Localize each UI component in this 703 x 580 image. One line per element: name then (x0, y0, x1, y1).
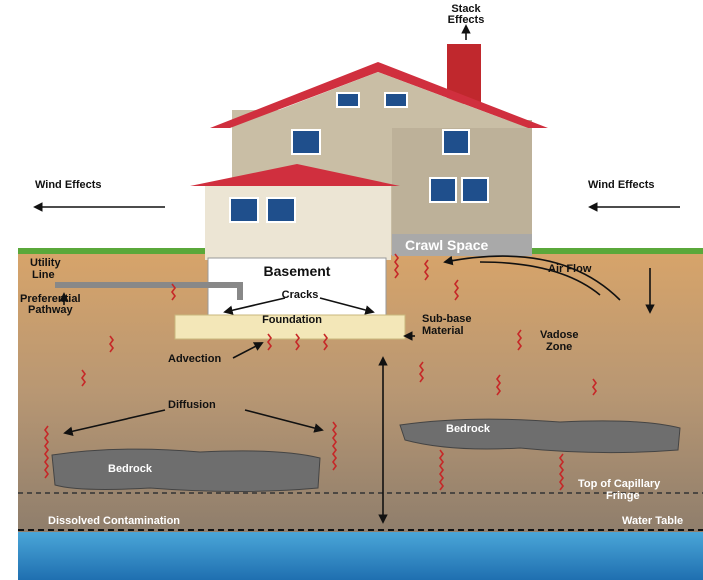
labels: Stack Effects Wind Effects Wind Effects C… (20, 3, 683, 527)
vapor-squiggle (419, 361, 424, 383)
label-line: Pathway (28, 304, 74, 316)
label: Wind Effects (588, 179, 655, 191)
label: Water Table (622, 515, 683, 527)
label: Top of Capillary Fringe (578, 478, 661, 502)
label-line: Fringe (606, 490, 640, 502)
label-line: Preferential (20, 293, 81, 305)
label: Air Flow (548, 263, 592, 275)
label: Preferential Pathway (20, 293, 81, 316)
vapor-squiggle (295, 333, 300, 351)
vapor-squiggle (424, 259, 429, 281)
label: Foundation (262, 314, 322, 326)
vapor-squiggle (267, 333, 272, 351)
label: Dissolved Contamination (48, 515, 180, 527)
label: Stack Effects (448, 3, 485, 26)
bedrock-shapes (51, 418, 681, 492)
vapor-squiggle (496, 374, 501, 396)
label-line: Top of Capillary (578, 478, 661, 490)
vapor-squiggle (323, 333, 328, 351)
label: Utility Line (30, 257, 61, 281)
label: Crawl Space (405, 237, 488, 253)
vapor-squiggle (592, 378, 597, 396)
contaminant-squiggles (44, 253, 597, 491)
vapor-squiggle (517, 329, 522, 351)
label: Advection (168, 353, 221, 365)
vapor-squiggle (109, 335, 114, 353)
vapor-squiggle (81, 369, 86, 387)
label-line: Utility (30, 257, 61, 269)
vapor-squiggle (332, 421, 337, 471)
label: Sub-base Material (422, 313, 472, 337)
label-line: Zone (546, 341, 572, 353)
label: Diffusion (168, 399, 216, 411)
label-line: Line (32, 269, 55, 281)
label-line: Sub-base (422, 313, 472, 325)
vapor-squiggle (439, 449, 444, 491)
label-line: Stack (451, 3, 481, 15)
label: Bedrock (108, 463, 153, 475)
vapor-squiggle (44, 425, 49, 479)
arrows (33, 24, 680, 524)
label-line: Vadose (540, 329, 579, 341)
vapor-squiggle (394, 253, 399, 279)
label: Vadose Zone (540, 329, 579, 353)
vapor-squiggle (171, 283, 176, 301)
vapor-squiggle (559, 453, 564, 491)
label: Basement (264, 263, 331, 279)
vapor-squiggle (454, 279, 459, 301)
label: Cracks (282, 289, 319, 301)
label-line: Effects (448, 14, 485, 26)
label: Bedrock (446, 423, 491, 435)
label: Wind Effects (35, 179, 102, 191)
house (55, 44, 548, 340)
label-line: Material (422, 325, 464, 337)
